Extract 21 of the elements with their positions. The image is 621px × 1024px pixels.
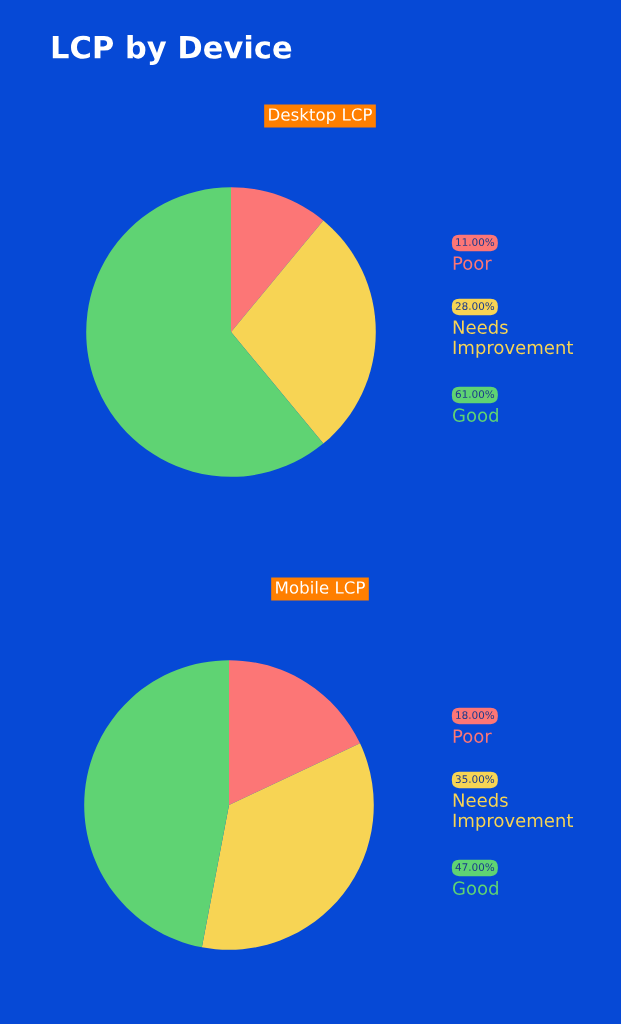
legend-label: Needs Improvement: [453, 793, 574, 831]
legend-label: Needs Improvement: [453, 320, 574, 358]
legend-label: Poor: [453, 729, 492, 743]
data-label: 35.00%: [455, 775, 495, 784]
chart-title: LCP by Device: [52, 35, 292, 65]
chart-subtitle: Desktop LCP: [269, 107, 372, 125]
legend-label: Good: [453, 881, 498, 895]
data-label: 47.00%: [455, 863, 495, 872]
pie-slice: [231, 220, 376, 444]
pie-slice: [229, 660, 361, 805]
chart-subtitle: Mobile LCP: [276, 580, 365, 594]
data-label: 18.00%: [456, 711, 495, 720]
pie-slice: [84, 660, 229, 948]
pie-slice: [201, 743, 374, 950]
legend-label: Poor: [453, 256, 492, 270]
data-label: 11.00%: [456, 238, 495, 247]
pie-slice: [231, 187, 324, 332]
pie-slice: [86, 187, 324, 477]
data-label: 61.00%: [455, 390, 495, 399]
legend-label: Good: [453, 408, 498, 422]
data-label: 28.00%: [455, 302, 495, 311]
